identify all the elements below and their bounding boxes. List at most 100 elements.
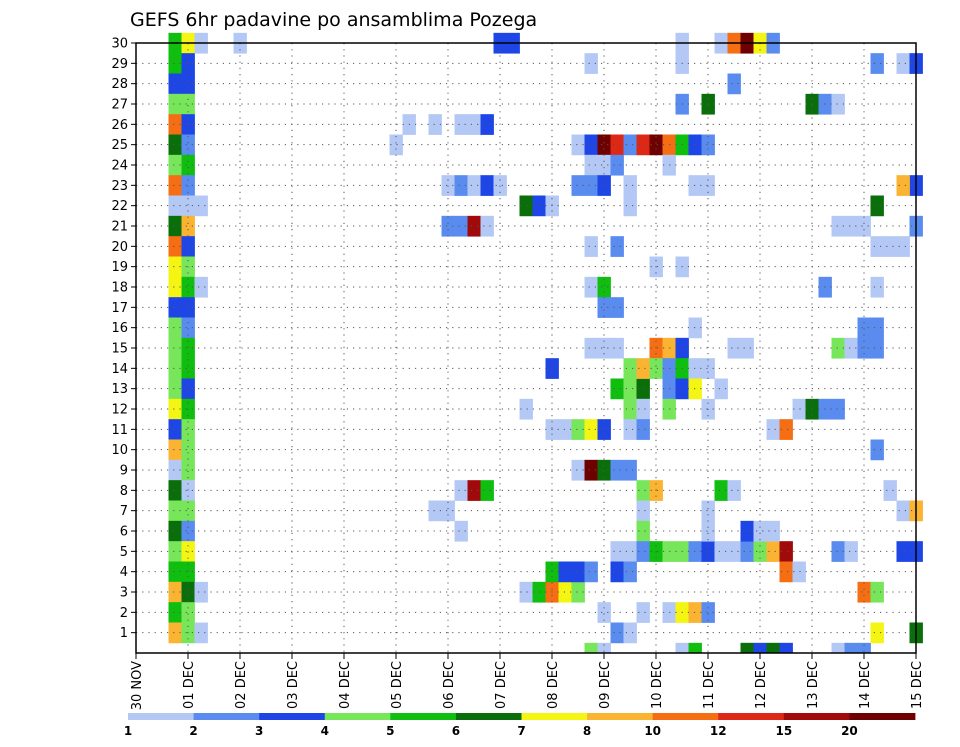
precip-cell <box>168 276 182 298</box>
colorbar-swatch <box>587 713 654 720</box>
precip-cell <box>168 236 182 257</box>
precip-cell <box>870 581 884 603</box>
precip-cell <box>181 602 195 623</box>
x-tick-label: 08 DEC <box>546 661 561 709</box>
precip-cell <box>168 215 182 237</box>
colorbar-label: 4 <box>321 724 329 738</box>
y-tick-label: 21 <box>111 220 128 235</box>
x-tick-label: 11 DEC <box>702 661 717 709</box>
precip-cell <box>714 480 728 501</box>
colorbar-swatch <box>718 713 785 720</box>
precip-cell <box>584 154 598 176</box>
precip-cell <box>636 480 650 501</box>
precip-cell <box>168 459 182 481</box>
precip-cell <box>558 561 572 583</box>
precip-cell <box>623 195 637 217</box>
precip-cell <box>636 520 650 542</box>
y-tick-label: 12 <box>111 403 128 418</box>
precip-cell <box>168 256 182 278</box>
x-tick-label: 13 DEC <box>806 661 821 709</box>
precip-cell <box>168 480 182 501</box>
x-tick-label: 02 DEC <box>234 661 249 709</box>
precip-cell <box>688 642 702 654</box>
precip-cell <box>610 561 624 583</box>
precip-cell <box>571 175 585 196</box>
precip-cell <box>597 602 611 623</box>
precip-cell <box>623 358 637 379</box>
colorbar-swatch <box>390 713 457 720</box>
colorbar-label: 5 <box>386 724 394 738</box>
precip-cell <box>454 114 468 135</box>
precip-cell <box>792 398 806 420</box>
colorbar-label: 15 <box>775 724 792 738</box>
colorbar-label: 1 <box>124 724 132 738</box>
y-tick-label: 11 <box>111 423 128 438</box>
precip-cell <box>168 602 182 623</box>
precip-cell <box>870 622 884 644</box>
precip-cell <box>727 337 741 359</box>
precip-cell <box>714 378 728 400</box>
precip-cell <box>181 215 195 237</box>
precip-cell <box>168 541 182 562</box>
precip-cell <box>831 541 845 562</box>
precip-cell <box>636 378 650 400</box>
precip-cell <box>168 154 182 176</box>
precip-cell <box>701 134 715 156</box>
y-tick-label: 9 <box>120 464 128 479</box>
precip-cell <box>181 53 195 74</box>
precip-cell <box>727 480 741 501</box>
precip-cell <box>181 419 195 440</box>
precip-cell <box>610 541 624 562</box>
precip-cell <box>194 622 208 644</box>
precip-cell <box>883 236 897 257</box>
precip-cell <box>168 337 182 359</box>
precip-cell <box>896 175 910 196</box>
precip-cell <box>779 419 793 440</box>
precip-cell <box>389 134 403 156</box>
colorbar-swatch <box>324 713 391 720</box>
precip-cell <box>779 642 793 654</box>
precip-cell <box>584 276 598 298</box>
precip-cell <box>649 134 663 156</box>
precip-cell <box>519 398 533 420</box>
cells-layer <box>168 32 923 654</box>
precip-cell <box>610 154 624 176</box>
precip-cell <box>636 419 650 440</box>
y-tick-label: 24 <box>111 159 128 174</box>
x-tick-label: 04 DEC <box>338 661 353 709</box>
colorbar-swatch <box>652 713 719 720</box>
precip-cell <box>584 236 598 257</box>
precip-cell <box>181 195 195 217</box>
colorbar-label: 10 <box>644 724 661 738</box>
precip-cell <box>168 439 182 461</box>
precip-cell <box>883 480 897 501</box>
precip-cell <box>168 622 182 644</box>
precip-cell <box>636 134 650 156</box>
ticks-layer: 1234567891011121314151617181920212223242… <box>111 37 925 711</box>
precip-cell <box>168 93 182 115</box>
y-tick-label: 10 <box>111 443 128 458</box>
precip-cell <box>610 134 624 156</box>
precip-cell <box>441 500 455 522</box>
precip-cell <box>597 459 611 481</box>
precip-cell <box>168 134 182 156</box>
precip-cell <box>610 622 624 644</box>
y-tick-label: 7 <box>120 504 128 519</box>
precip-cell <box>831 642 845 654</box>
precip-cell <box>636 602 650 623</box>
precip-cell <box>584 53 598 74</box>
precip-cell <box>844 541 858 562</box>
x-tick-label: 09 DEC <box>598 661 613 709</box>
precip-cell <box>571 134 585 156</box>
precip-cell <box>636 358 650 379</box>
precip-cell <box>831 398 845 420</box>
y-tick-label: 13 <box>111 382 128 397</box>
precip-cell <box>740 337 754 359</box>
precip-cell <box>168 561 182 583</box>
x-tick-label: 14 DEC <box>858 661 873 709</box>
precip-cell <box>467 480 481 501</box>
precip-cell <box>597 337 611 359</box>
precip-cell <box>623 541 637 562</box>
precip-cell <box>636 398 650 420</box>
y-tick-label: 17 <box>111 301 128 316</box>
